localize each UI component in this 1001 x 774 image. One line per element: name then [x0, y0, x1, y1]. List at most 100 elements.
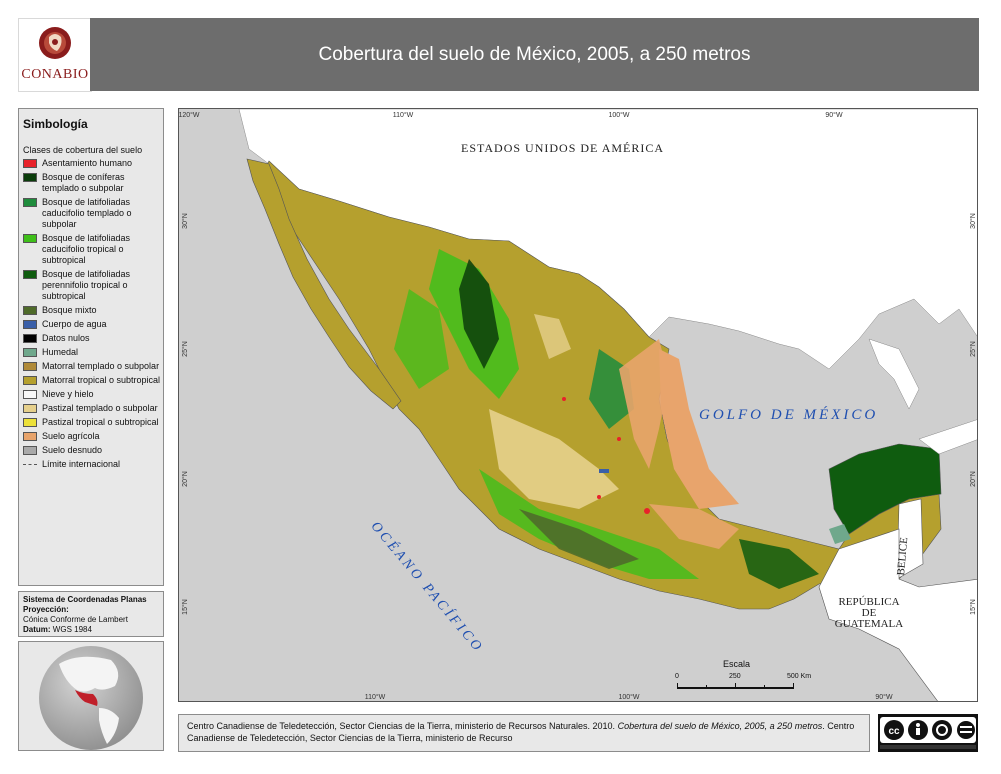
graticule-tick-label: 15°N	[181, 599, 189, 615]
cc-license-icon: cc	[880, 717, 976, 749]
graticule-tick-label: 90°W	[875, 693, 893, 701]
mexico-land-cover-map: 120°W 110°W 100°W 90°W 110°W 100°W 90°W 30°N 2…	[179, 109, 977, 701]
scale-label-500: 500 Km	[787, 673, 812, 680]
graticule-tick-label: 25°N	[181, 341, 189, 357]
legend-swatch	[23, 198, 37, 207]
legend-items: Asentamiento humano Bosque de coníferas t…	[23, 158, 163, 456]
legend-swatch	[23, 446, 37, 455]
graticule-tick-label: 15°N	[969, 599, 977, 615]
graticule-tick-label: 120°W	[179, 111, 200, 119]
legend-swatch	[23, 173, 37, 182]
legend-swatch	[23, 362, 37, 371]
legend-item: Nieve y hielo	[23, 389, 163, 400]
graticule-tick-label: 30°N	[181, 213, 189, 229]
graticule-tick-label: 100°W	[608, 111, 629, 119]
scale-tick	[793, 683, 794, 689]
crs-datum-label: Datum:	[23, 625, 51, 634]
legend-item-label: Asentamiento humano	[42, 158, 133, 168]
credit-text-italic: Cobertura del suelo de México, 2005, a 2…	[617, 721, 823, 731]
legend-swatch	[23, 334, 37, 343]
credit-panel: Centro Canadiense de Teledetección, Sect…	[178, 714, 870, 752]
florida-landmass	[868, 338, 920, 410]
graticule-tick-label: 90°W	[825, 111, 843, 119]
legend-item: Humedal	[23, 347, 163, 358]
page-title: Cobertura del suelo de México, 2005, a 2…	[318, 43, 751, 65]
scale-label-250: 250	[729, 673, 741, 680]
legend-item-label: Bosque de latifoliadas caducifolio templ…	[42, 197, 132, 229]
legend-item: Bosque de latifoliadas caducifolio templ…	[23, 197, 163, 230]
crs-projection-label: Proyección:	[23, 605, 69, 614]
scale-title: Escala	[723, 659, 751, 669]
legend-swatch	[23, 390, 37, 399]
legend-item-label: Bosque de latifoliadas caducifolio tropi…	[42, 233, 131, 265]
legend-swatch	[23, 432, 37, 441]
legend-item-label: Bosque de coníferas templado o subpolar	[42, 172, 125, 193]
legend-swatch	[23, 418, 37, 427]
usa-label: ESTADOS UNIDOS DE AMÉRICA	[461, 141, 665, 155]
legend-swatch	[23, 348, 37, 357]
legend-item-label: Suelo agrícola	[42, 431, 100, 441]
title-bar: Cobertura del suelo de México, 2005, a 2…	[90, 18, 979, 91]
legend-item: Matorral tropical o subtropical	[23, 375, 163, 386]
graticule-tick-label: 20°N	[181, 471, 189, 487]
guatemala-label-line-3: GUATEMALA	[834, 618, 904, 630]
legend-item: Pastizal tropical o subtropical	[23, 417, 163, 428]
legend-swatch	[23, 404, 37, 413]
top-ticks: 120°W 110°W 100°W 90°W	[179, 111, 843, 119]
legend-swatch	[23, 270, 37, 279]
map-frame: 120°W 110°W 100°W 90°W 110°W 100°W 90°W 30°N 2…	[178, 108, 978, 702]
legend-item-label: Nieve y hielo	[42, 389, 94, 399]
locator-globe-panel	[18, 641, 164, 751]
legend-item: Bosque de latifoliadas caducifolio tropi…	[23, 233, 163, 266]
graticule-tick-label: 25°N	[969, 341, 977, 357]
legend-item-label: Pastizal templado o subpolar	[42, 403, 158, 413]
scale-tick	[677, 683, 678, 689]
graticule-tick-label: 30°N	[969, 213, 977, 229]
guatemala-label-line-2: DE	[861, 607, 877, 619]
legend-item-label: Pastizal tropical o subtropical	[42, 417, 159, 427]
scale-bar: Escala 0 250 500 Km	[667, 659, 817, 699]
locator-globe-icon	[39, 646, 143, 750]
legend-item: Matorral templado o subpolar	[23, 361, 163, 372]
legend-item: Pastizal templado o subpolar	[23, 403, 163, 414]
credit-text-b: . Centro Canadiense de Teledetección, Se…	[187, 721, 855, 743]
guatemala-landmass	[818, 528, 977, 701]
scale-tick	[706, 685, 707, 689]
legend-item-label: Suelo desnudo	[42, 445, 103, 455]
credit-text-a: Centro Canadiense de Teledetección, Sect…	[187, 721, 618, 731]
graticule-tick-label: 20°N	[969, 471, 977, 487]
baja-california	[246, 158, 402, 410]
conabio-emblem-icon	[39, 27, 71, 59]
legend-item-label: Matorral tropical o subtropical	[42, 375, 161, 385]
legend-item-label: Límite internacional	[42, 459, 121, 469]
svg-text:cc: cc	[888, 726, 900, 737]
scale-tick	[764, 685, 765, 689]
legend-item: Datos nulos	[23, 333, 163, 344]
scale-label-0: 0	[675, 673, 679, 680]
legend-panel: Simbología Clases de cobertura del suelo…	[18, 108, 164, 586]
legend-swatch	[23, 234, 37, 243]
legend-subtitle: Clases de cobertura del suelo	[23, 145, 143, 155]
legend-swatch	[23, 159, 37, 168]
cc-license-badge[interactable]: cc	[878, 714, 978, 752]
legend-swatch	[23, 320, 37, 329]
yucatan-peninsula	[828, 443, 942, 535]
conabio-logo: CONABIO	[18, 18, 92, 92]
guatemala-label-line-1: REPÚBLICA	[838, 596, 900, 608]
crs-datum: WGS 1984	[52, 625, 92, 634]
crs-projection: Cónica Conforme de Lambert	[23, 615, 128, 624]
crs-system: Sistema de Coordenadas Planas	[23, 595, 147, 604]
graticule-tick-label: 100°W	[618, 693, 639, 701]
legend-item: Bosque de latifoliadas perennifolio trop…	[23, 269, 163, 302]
legend-item-label: Humedal	[42, 347, 79, 357]
scale-tick	[735, 683, 736, 689]
legend-item: Suelo agrícola	[23, 431, 163, 442]
legend-item: Bosque mixto	[23, 305, 163, 316]
bottom-ticks: 110°W 100°W 90°W	[365, 693, 893, 701]
legend-item: Suelo desnudo	[23, 445, 163, 456]
legend-item: Asentamiento humano	[23, 158, 163, 169]
legend-item-boundary: Límite internacional	[23, 459, 163, 470]
boundary-line-icon	[23, 460, 37, 469]
legend-item-label: Datos nulos	[42, 333, 90, 343]
left-ticks: 30°N 25°N 20°N 15°N	[181, 213, 189, 615]
